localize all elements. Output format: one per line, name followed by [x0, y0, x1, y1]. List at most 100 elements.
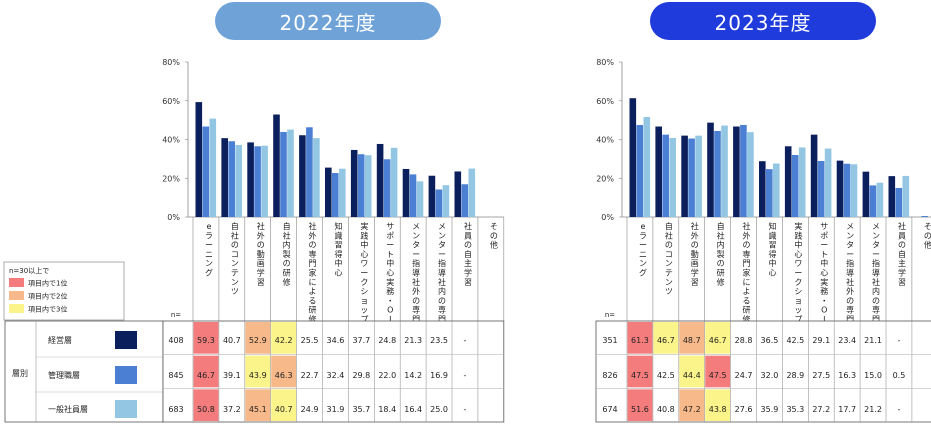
- n-value: 351: [602, 336, 617, 345]
- table-cell: 16.3: [838, 371, 856, 380]
- bar: [402, 168, 410, 217]
- bar: [784, 146, 792, 217]
- table-cell: 43.9: [249, 371, 267, 380]
- bar: [435, 189, 443, 217]
- category-label: その他: [490, 222, 498, 250]
- table-cell: 24.8: [378, 336, 396, 345]
- bar: [714, 130, 721, 217]
- table-cell: -: [464, 405, 467, 414]
- bar: [773, 163, 780, 217]
- bar: [468, 168, 476, 217]
- bar: [669, 137, 676, 217]
- bar: [695, 135, 702, 217]
- table-cell: 21.2: [864, 405, 882, 414]
- bar: [313, 138, 320, 217]
- bar: [299, 135, 306, 217]
- table-cell: 14.2: [404, 371, 422, 380]
- category-label: 自社内製の研修: [283, 221, 291, 287]
- category-label: 社外の専門家による研修: [743, 221, 751, 324]
- highlight-cell: [271, 389, 297, 421]
- data-table: 351 826 674 61.3 46.7 48.7 46.7 28.8 36.5 42.5 29.…: [595, 320, 931, 423]
- table-cell: -: [464, 371, 467, 380]
- bar: [876, 182, 884, 217]
- highlight-cell: [245, 322, 271, 354]
- bar: [843, 163, 851, 217]
- highlight-cell: [653, 322, 679, 354]
- table-cell: 42.2: [275, 336, 293, 345]
- bar: [740, 124, 747, 217]
- table-cell: 21.1: [864, 336, 882, 345]
- row-label-3: 一般社員層: [48, 404, 88, 414]
- bar: [824, 148, 832, 217]
- table-cell: 16.4: [404, 405, 422, 414]
- table-cell: 22.0: [378, 371, 396, 380]
- table-cell: 46.3: [275, 371, 293, 380]
- table-cell: 28.9: [786, 371, 804, 380]
- bar: [850, 164, 858, 217]
- table-frame: [162, 320, 505, 423]
- bar: [195, 102, 203, 217]
- bar: [235, 144, 242, 217]
- bar: [376, 143, 384, 217]
- category-label: 知識習得中心: [334, 221, 342, 278]
- table-cell: 25.0: [430, 405, 448, 414]
- row-label-1: 経営層: [48, 335, 72, 345]
- bar: [364, 155, 372, 217]
- category-label: 自社のコンテンツ: [665, 221, 673, 296]
- table-cell: 15.0: [864, 371, 882, 380]
- table-cell: 24.9: [301, 405, 319, 414]
- n-value: 674: [602, 405, 617, 414]
- category-label: 自社のコンテンツ: [231, 221, 239, 296]
- bar: [747, 132, 754, 217]
- legend-label-1: 項目内で1位: [28, 279, 67, 288]
- bar: [280, 131, 287, 217]
- category-label: メンター指導社内の専門家: [438, 222, 446, 333]
- y-tick-label: 80%: [596, 58, 614, 67]
- table-cell: 61.3: [631, 336, 649, 345]
- table-cell: 48.7: [683, 336, 701, 345]
- bar: [339, 168, 346, 217]
- table-cell: 46.7: [709, 336, 727, 345]
- highlight-cell: [627, 355, 653, 388]
- table-cell: -: [898, 405, 901, 414]
- category-label: メンター指導社内の専門家: [872, 222, 880, 333]
- table-cell: 31.9: [327, 405, 345, 414]
- table-cell: 28.8: [735, 336, 753, 345]
- y-tick-label: 40%: [162, 136, 180, 145]
- year-badge-2022: 2022年度: [215, 2, 441, 40]
- table-cell: 46.7: [657, 336, 675, 345]
- panel-2023: 0% 20% 40% 60% 80% e ラーニング 自社のコンテンツ 社外の動画学習 自社内製の…: [595, 58, 931, 423]
- bar: [662, 134, 669, 217]
- row-color-swatch-1: [115, 331, 137, 349]
- table-cell: 42.5: [657, 371, 675, 380]
- row-label-2: 管理職層: [48, 370, 80, 380]
- bar: [461, 184, 469, 217]
- bar: [350, 149, 358, 217]
- legend-swatch-2: [9, 291, 24, 300]
- bar: [869, 185, 877, 217]
- table-cell: 39.1: [223, 371, 241, 380]
- table-cell: 51.6: [631, 405, 649, 414]
- table-cell: 37.7: [352, 336, 370, 345]
- category-label: 社員の自主学習: [464, 221, 472, 287]
- bar: [766, 169, 773, 217]
- table-cell: 35.3: [786, 405, 804, 414]
- category-label: e ラーニング: [639, 222, 647, 278]
- n-header: n=: [605, 311, 615, 319]
- row-color-swatch-2: [115, 366, 137, 384]
- n-value: 683: [168, 405, 183, 414]
- table-cell: 36.5: [761, 336, 779, 345]
- bar: [416, 181, 424, 217]
- category-label: サポート中心実務・OJT: [386, 222, 394, 333]
- y-tick-label: 20%: [162, 174, 180, 183]
- bar: [688, 138, 695, 217]
- bar: [888, 176, 896, 217]
- category-label: 社員の自主学習: [898, 221, 906, 287]
- bar: [791, 155, 799, 217]
- table-cell: 27.6: [735, 405, 753, 414]
- highlight-cell: [245, 389, 271, 421]
- bar: [817, 161, 825, 217]
- table-cell: 32.0: [761, 371, 779, 380]
- highlight-cell: [193, 389, 219, 421]
